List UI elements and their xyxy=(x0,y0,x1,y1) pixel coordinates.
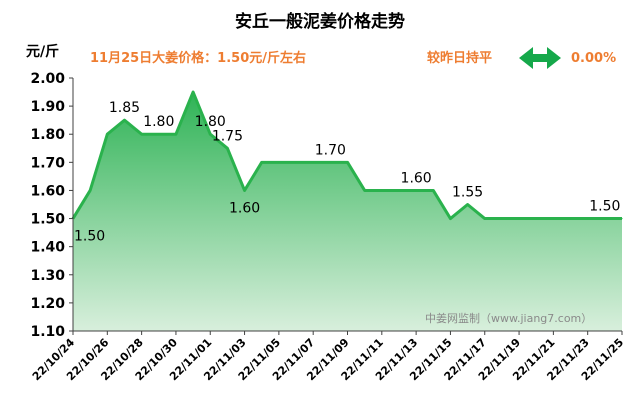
data-label: 1.75 xyxy=(212,128,243,144)
change-percent: 0.00% xyxy=(571,51,616,66)
y-tick-label: 1.60 xyxy=(30,183,65,199)
data-point xyxy=(518,217,520,220)
double-arrow-icon xyxy=(519,47,561,69)
data-label: 1.70 xyxy=(315,142,346,158)
trend-text: 较昨日持平 xyxy=(427,50,492,66)
chart-title: 安丘一般泥姜价格走势 xyxy=(235,11,405,32)
data-label: 1.60 xyxy=(229,200,260,216)
data-point xyxy=(604,217,606,220)
data-point xyxy=(364,189,366,192)
y-tick-label: 1.40 xyxy=(30,240,65,256)
data-point xyxy=(381,189,383,192)
price-summary: 11月25日大姜价格：1.50元/斤左右 xyxy=(90,50,306,66)
data-point xyxy=(329,161,331,163)
y-tick-label: 1.80 xyxy=(30,127,65,143)
y-tick-label: 1.70 xyxy=(30,155,65,171)
y-tick-label: 1.50 xyxy=(30,212,65,228)
data-point xyxy=(226,147,229,149)
data-point xyxy=(432,189,434,192)
data-point xyxy=(621,217,623,220)
watermark: 中姜网监制（www.jiang7.com） xyxy=(425,311,592,325)
plot-area: 1.10 1.20 1.30 1.40 1.50 1.60 1.70 1.80 1.90 2.00… xyxy=(30,71,626,383)
data-label: 1.80 xyxy=(195,114,226,130)
data-point xyxy=(466,203,469,206)
data-point xyxy=(346,161,349,163)
data-label: 1.50 xyxy=(589,199,620,215)
y-tick-label: 1.20 xyxy=(30,296,65,312)
data-point xyxy=(261,161,263,163)
data-point xyxy=(569,217,572,220)
data-label: 1.85 xyxy=(109,100,140,116)
data-point xyxy=(415,189,417,192)
data-point xyxy=(535,217,537,220)
data-point xyxy=(175,133,177,135)
data-point xyxy=(501,217,503,220)
y-tick-label: 1.30 xyxy=(30,268,65,284)
data-point xyxy=(552,217,554,220)
data-point xyxy=(106,133,108,135)
data-point xyxy=(141,133,143,135)
data-label: 1.55 xyxy=(452,185,483,201)
data-label: 1.80 xyxy=(143,114,174,130)
data-point xyxy=(312,161,314,163)
y-tick-label: 2.00 xyxy=(30,71,65,87)
data-point xyxy=(449,217,452,220)
y-tick-label: 1.90 xyxy=(30,99,65,115)
data-point xyxy=(587,217,589,220)
data-point xyxy=(398,189,400,192)
series-area xyxy=(73,92,622,331)
data-point xyxy=(192,91,194,93)
data-point xyxy=(295,161,297,163)
y-tick-label: 1.10 xyxy=(30,324,65,340)
data-point xyxy=(278,161,280,163)
unit-label: 元/斤 xyxy=(26,43,59,60)
data-point xyxy=(484,217,486,220)
data-label: 1.50 xyxy=(74,229,105,245)
data-label: 1.60 xyxy=(401,170,432,186)
data-point xyxy=(123,119,126,121)
data-point xyxy=(89,189,91,192)
data-point xyxy=(158,133,160,135)
data-point xyxy=(243,189,246,192)
data-point xyxy=(209,133,211,135)
